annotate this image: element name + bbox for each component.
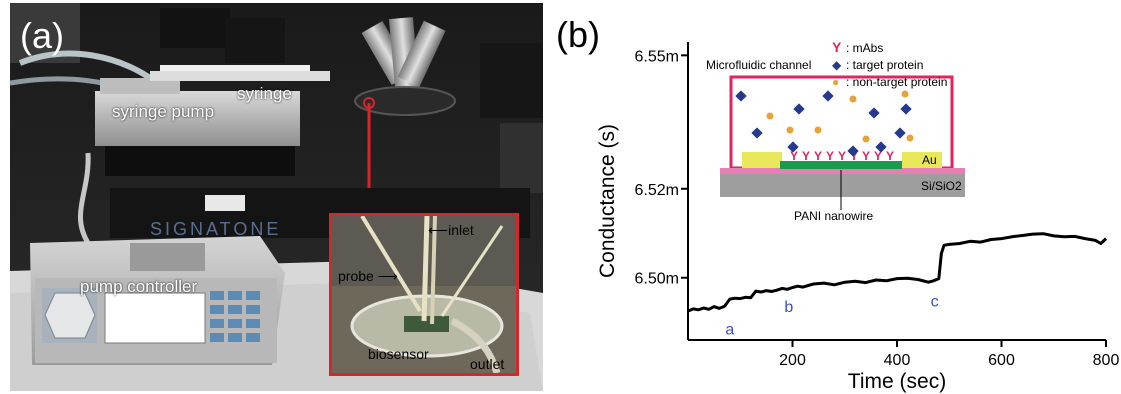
event-label-a: a (725, 321, 734, 338)
legend-mab-symbol: Y (832, 39, 842, 55)
non-target-protein-marker (901, 90, 909, 98)
mab-marker: Y (874, 149, 882, 163)
oxide-layer (720, 168, 965, 174)
mab-marker: Y (886, 149, 894, 163)
pani-nanowire (780, 161, 902, 169)
electrode-left (742, 152, 782, 168)
biosensor-closeup-inset: ⟵inlet probe ⟶ biosensor outlet (329, 213, 519, 376)
x-tick-label: 600 (988, 352, 1015, 369)
x-tick-label: 800 (1093, 352, 1120, 369)
channel-label: Microfluidic channel (706, 58, 811, 72)
legend-nontarget-text: : non-target protein (846, 75, 947, 89)
legend-target-text: : target protein (846, 58, 923, 72)
event-label-c: c (931, 293, 939, 310)
mab-marker: Y (790, 149, 798, 163)
conductance-line (687, 232, 1108, 313)
substrate-label: Si/SiO2 (921, 179, 962, 193)
event-label-b: b (784, 299, 793, 316)
legend-target-symbol: ◆ (832, 58, 842, 72)
chart-annotations: a b c (725, 293, 938, 338)
non-target-protein-marker (849, 95, 857, 103)
signatone-logo-text: SIGNATONE (150, 219, 281, 239)
non-target-protein-markers (766, 90, 914, 143)
inlet-label: ⟵inlet (428, 222, 474, 238)
target-protein-markers (735, 90, 912, 157)
target-protein-marker (900, 103, 912, 115)
chart-panel-b: (b) 6.50m 6.52m 6.55m 200 400 600 800 a b c Time… (548, 0, 1121, 394)
non-target-protein-marker (906, 134, 914, 142)
mab-marker: Y (814, 149, 822, 163)
target-protein-marker (875, 141, 887, 153)
conductance-chart: 6.50m 6.52m 6.55m 200 400 600 800 a b c Time (se… (596, 39, 1120, 393)
chart-series (687, 232, 1108, 313)
y-tick-label: 6.50m (635, 271, 679, 288)
electrode-label: Au (922, 153, 937, 167)
syringe-pump-label: syringe pump (112, 102, 215, 121)
chart-ticks: 6.50m 6.52m 6.55m 200 400 600 800 (635, 48, 1120, 369)
x-axis-title: Time (sec) (848, 370, 946, 393)
probe-label: probe ⟶ (338, 268, 398, 284)
photo-panel-a: SIGNATONE (a) syringe pump syringe pump … (10, 3, 543, 391)
target-protein-marker (735, 90, 747, 102)
schematic-legend: Y : mAbs ◆ : target protein ● : non-targ… (832, 39, 947, 89)
target-protein-marker (894, 127, 906, 139)
mab-marker: Y (850, 149, 858, 163)
panel-a-letter: (a) (20, 15, 64, 56)
non-target-protein-marker (862, 135, 870, 143)
target-protein-marker (793, 103, 805, 115)
target-protein-marker (822, 90, 834, 102)
outlet-label: outlet (470, 356, 505, 372)
pump-controller-label: pump controller (80, 277, 198, 296)
electrode-right (902, 152, 942, 168)
x-tick-label: 200 (779, 352, 806, 369)
non-target-protein-marker (786, 126, 794, 134)
biosensor-label: biosensor (368, 346, 429, 362)
mab-marker: Y (862, 149, 870, 163)
y-tick-label: 6.55m (635, 48, 679, 65)
biosensor-closeup-photo (332, 216, 516, 373)
mab-marker: Y (802, 149, 810, 163)
mab-marker: Y (826, 149, 834, 163)
nanowire-label: PANI nanowire (794, 209, 873, 223)
microfluidic-schematic: Microfluidic channel Si/SiO2 Au PANI nan… (706, 39, 965, 223)
non-target-protein-marker (814, 126, 822, 134)
mab-marker: Y (838, 149, 846, 163)
substrate (720, 174, 965, 197)
x-tick-label: 400 (884, 352, 911, 369)
non-target-protein-marker (766, 112, 774, 120)
legend-nontarget-symbol: ● (832, 75, 839, 89)
target-protein-marker (847, 145, 859, 157)
target-protein-marker (751, 127, 763, 139)
target-protein-marker (868, 107, 880, 119)
target-protein-marker (787, 141, 799, 153)
legend-mab-text: : mAbs (846, 41, 883, 55)
panel-b-letter: (b) (556, 14, 600, 55)
syringe-label: syringe (237, 84, 292, 103)
y-tick-label: 6.52m (635, 182, 679, 199)
y-axis-title: Conductance (s) (596, 124, 619, 278)
